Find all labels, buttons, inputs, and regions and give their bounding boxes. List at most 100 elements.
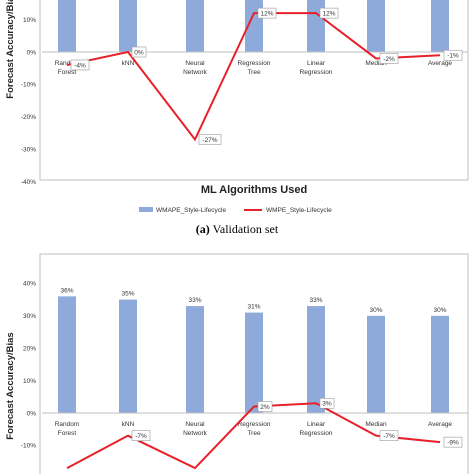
line-label-text: -4% <box>74 62 86 69</box>
bar <box>119 299 137 413</box>
bar-data-label: 30% <box>369 307 382 314</box>
line-label-text: -1% <box>447 53 459 60</box>
bar-data-label: 33% <box>309 297 322 304</box>
panel-b: 36% 35% 33% 31% 33% 30% 30% 40% 30% 20% 10% 0% -10%… <box>5 253 469 474</box>
y-tick-label: 10% <box>23 17 36 24</box>
panel-b-ylabel: Forecast Accuracy/Bias <box>5 332 16 439</box>
bar-data-label: 36% <box>60 287 73 294</box>
y-tick-label: 0% <box>27 410 37 417</box>
category-label: Regression Tree <box>238 421 271 437</box>
line-label-box <box>257 7 277 19</box>
legend-line-label: WMPE_Style-Lifecycle <box>266 207 332 214</box>
line-label-box <box>131 430 151 441</box>
category-label-line: Network <box>183 69 208 76</box>
line-label-box <box>319 397 335 409</box>
y-tick-label: -30% <box>21 147 36 154</box>
bar-data-label: 35% <box>121 291 134 298</box>
bar <box>367 315 385 413</box>
caption-a-letter: (a) <box>196 222 210 236</box>
bar <box>58 0 76 52</box>
category-label-line: Forest <box>58 430 77 437</box>
category-label: Average <box>428 60 452 67</box>
category-label: Median <box>365 60 387 67</box>
y-tick-label: -10% <box>21 82 36 89</box>
y-tick-label: -40% <box>21 179 36 186</box>
line-label-text: -7% <box>135 433 147 440</box>
line-label-box <box>379 430 399 441</box>
category-label-line: kNN <box>122 421 135 428</box>
category-label-line: Tree <box>247 69 261 76</box>
bar <box>431 0 449 52</box>
line-label-text: 12% <box>260 10 273 17</box>
line-label-box <box>443 49 463 61</box>
line-label-text: 0% <box>134 49 144 56</box>
line-label-text: -27% <box>202 137 217 144</box>
line-label-text: -2% <box>383 56 395 63</box>
category-label-line: Network <box>183 430 208 437</box>
line-data-label: 12% <box>319 7 339 19</box>
category-label: Linear Regression <box>300 421 333 437</box>
y-tick-label: 0% <box>27 49 37 56</box>
y-tick-label: 10% <box>23 378 36 385</box>
line-label-box <box>379 53 399 64</box>
line-data-label: -1% <box>443 49 463 61</box>
category-label: Random Forest <box>55 421 80 437</box>
category-label-line: Median <box>365 421 387 428</box>
category-label-line: Regression <box>300 69 333 76</box>
bar <box>431 315 449 413</box>
panel-a-xtitle: ML Algorithms Used <box>201 184 307 196</box>
line-label-text: -7% <box>383 433 395 440</box>
caption-a: (a) Validation set <box>196 222 279 236</box>
category-label-line: Median <box>365 60 387 67</box>
category-label: Neural Network <box>183 421 208 437</box>
line-data-label: -27% <box>198 134 222 145</box>
category-label-line: kNN <box>122 60 135 67</box>
bar-data-label: 30% <box>433 307 446 314</box>
y-tick-label: -20% <box>21 114 36 121</box>
category-label-line: Neural <box>185 421 205 428</box>
bar <box>367 0 385 52</box>
bar <box>307 306 325 413</box>
category-label-line: Random <box>55 60 80 67</box>
bar <box>186 0 204 52</box>
category-label-line: Linear <box>307 421 326 428</box>
panel-b-border <box>39 253 469 474</box>
panel-a: 10% 0% -10% -20% -30% -40% Random Forest kNN Neu… <box>5 0 469 236</box>
line-data-label: 2% <box>257 401 273 412</box>
line-data-label: -9% <box>443 436 463 448</box>
category-label-line: Tree <box>247 430 261 437</box>
bar <box>186 306 204 413</box>
category-label: Linear Regression <box>300 60 333 76</box>
bar-data-label: 33% <box>188 297 201 304</box>
line-data-label: -7% <box>131 430 151 441</box>
line-label-box <box>70 59 90 71</box>
line-data-label: -2% <box>379 53 399 64</box>
category-label: Neural Network <box>183 60 208 76</box>
caption-a-text: Validation set <box>213 222 279 236</box>
bar <box>119 0 137 52</box>
category-label-line: Random <box>55 421 80 428</box>
line-label-text: 2% <box>260 404 270 411</box>
panel-a-ylabel: Forecast Accuracy/Bias <box>5 0 16 99</box>
category-label-line: Forest <box>58 69 77 76</box>
line-label-text: -9% <box>447 439 459 446</box>
line-label-box <box>319 7 339 19</box>
y-tick-label: 30% <box>23 313 36 320</box>
line-data-label: 12% <box>257 7 277 19</box>
category-label: Random Forest <box>55 60 80 76</box>
category-label: Median <box>365 421 387 428</box>
y-tick-label: -10% <box>21 443 36 450</box>
line-label-text: 12% <box>322 10 335 17</box>
bar <box>307 0 325 52</box>
line-label-box <box>198 134 222 145</box>
wmpe-line <box>66 402 441 470</box>
bar <box>245 312 263 413</box>
line-label-box <box>443 436 463 448</box>
line-label-text: 3% <box>322 401 332 408</box>
category-label: kNN <box>122 60 135 67</box>
category-label-line: Linear <box>307 60 326 67</box>
legend-bar-swatch <box>139 207 153 212</box>
category-label: Regression Tree <box>238 60 271 76</box>
category-label-line: Regression <box>300 430 333 437</box>
